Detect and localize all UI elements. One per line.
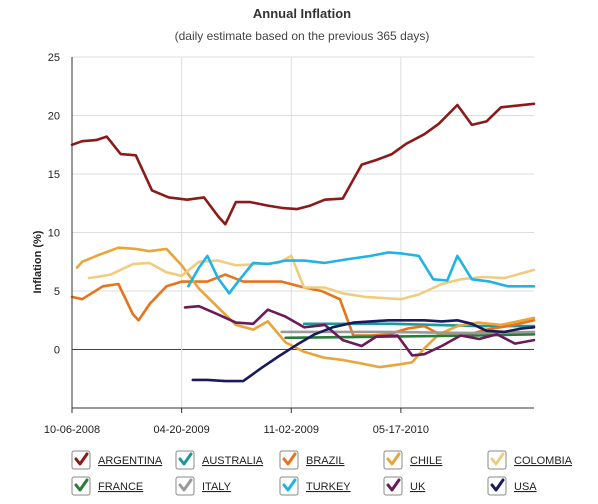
series-line-turkey	[187, 251, 536, 295]
legend-label[interactable]: UK	[410, 481, 426, 493]
y-tick-label: 20	[48, 111, 60, 123]
series-line-chile	[75, 246, 536, 369]
x-tick-label: 11-02-2009	[264, 424, 319, 436]
checkmark-icon	[178, 478, 193, 492]
chart-subtitle: (daily estimate based on the previous 36…	[175, 29, 430, 43]
series-line-colombia	[87, 254, 536, 301]
x-tick-label: 05-17-2010	[373, 424, 429, 436]
chart-title: Annual Inflation	[253, 6, 351, 21]
legend-item-uk[interactable]: UK	[383, 476, 426, 496]
legend-label[interactable]: CHILE	[410, 455, 442, 467]
legend[interactable]: ARGENTINA AUSTRALIA BRAZIL CHILE COLOMBIA FRA…	[71, 450, 573, 496]
checkmark-icon	[74, 452, 89, 466]
checkmark-icon	[178, 452, 193, 466]
legend-label[interactable]: TURKEY	[306, 481, 351, 493]
legend-label[interactable]: AUSTRALIA	[202, 455, 264, 467]
legend-label[interactable]: COLOMBIA	[514, 455, 573, 467]
y-tick-label: 25	[48, 52, 60, 64]
legend-item-brazil[interactable]: BRAZIL	[279, 450, 345, 470]
series-line-argentina	[70, 102, 536, 226]
legend-item-turkey[interactable]: TURKEY	[279, 476, 351, 496]
legend-label[interactable]: ITALY	[202, 481, 232, 493]
y-tick-label: 5	[54, 286, 60, 298]
legend-item-colombia[interactable]: COLOMBIA	[487, 450, 573, 470]
grid-lines	[72, 56, 534, 408]
legend-label[interactable]: FRANCE	[98, 481, 143, 493]
legend-label[interactable]: ARGENTINA	[98, 455, 163, 467]
legend-label[interactable]: BRAZIL	[306, 455, 345, 467]
legend-item-france[interactable]: FRANCE	[71, 476, 143, 496]
checkmark-icon	[490, 452, 505, 466]
legend-item-argentina[interactable]: ARGENTINA	[71, 450, 163, 470]
x-tick-label: 10-06-2008	[44, 424, 100, 436]
series-lines	[70, 102, 536, 383]
y-tick-label: 15	[48, 169, 60, 181]
series-line-usa	[191, 318, 536, 383]
legend-item-chile[interactable]: CHILE	[383, 450, 442, 470]
checkmark-icon	[490, 478, 505, 492]
x-tick-label: 04-20-2009	[153, 424, 209, 436]
series-line-uk	[183, 304, 536, 357]
legend-label[interactable]: USA	[514, 481, 537, 493]
checkmark-icon	[74, 478, 89, 492]
legend-item-australia[interactable]: AUSTRALIA	[175, 450, 264, 470]
legend-item-italy[interactable]: ITALY	[175, 476, 232, 496]
checkmark-icon	[386, 478, 401, 492]
checkmark-icon	[282, 452, 297, 466]
legend-item-usa[interactable]: USA	[487, 476, 537, 496]
axes: 0 5 10 15 20 25 10-06-2008 04-20-2009 11-02-2009…	[44, 52, 534, 436]
checkmark-icon	[386, 452, 401, 466]
y-axis-label: Inflation (%)	[32, 230, 44, 293]
y-tick-label: 10	[48, 228, 60, 240]
checkmark-icon	[282, 478, 297, 492]
y-tick-label: 0	[54, 345, 60, 357]
